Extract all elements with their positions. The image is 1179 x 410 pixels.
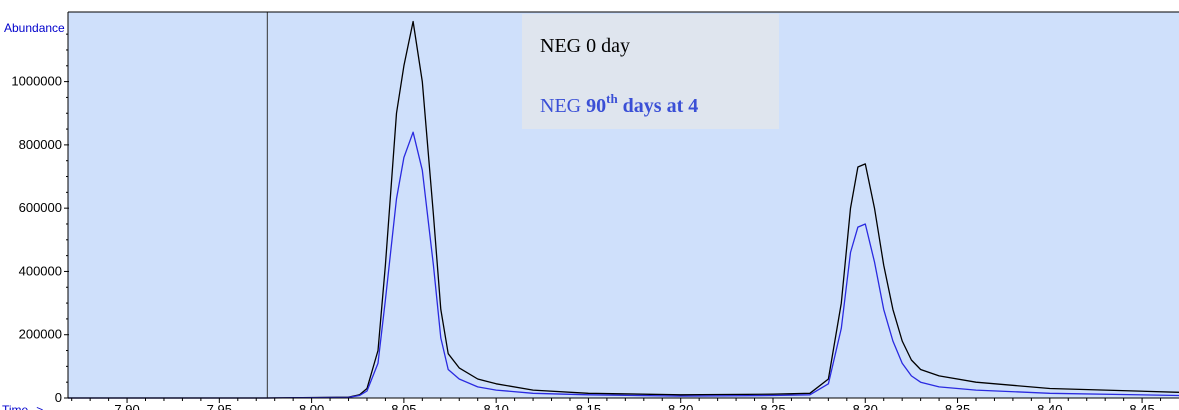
y-tick-label: 1000000 — [11, 74, 62, 89]
x-tick-label: 8.30 — [853, 402, 878, 410]
y-tick-label: 600000 — [19, 200, 62, 215]
x-tick-label: 8.35 — [945, 402, 970, 410]
legend-box — [522, 14, 779, 129]
legend-entry-0: NEG 0 day — [540, 35, 630, 57]
x-tick-label: 8.05 — [391, 402, 416, 410]
legend-entry-1: NEG 90th days at 4 — [540, 91, 698, 117]
y-axis-title: Abundance — [4, 21, 65, 35]
x-tick-label: 8.45 — [1129, 402, 1154, 410]
x-tick-label: 8.00 — [299, 402, 324, 410]
x-tick-label: 8.25 — [760, 402, 785, 410]
series-line-0 — [68, 20, 1179, 399]
y-tick-label: 0 — [55, 390, 62, 405]
series-line-1 — [68, 131, 1179, 399]
y-tick-label: 400000 — [19, 263, 62, 278]
x-axis-title: Time--> — [2, 403, 43, 410]
x-tick-label: 8.40 — [1037, 402, 1062, 410]
x-tick-label: 8.20 — [668, 402, 693, 410]
x-tick-label: 7.90 — [114, 402, 139, 410]
y-tick-label: 200000 — [19, 327, 62, 342]
x-tick-label: 8.15 — [576, 402, 601, 410]
x-tick-label: 7.95 — [207, 402, 232, 410]
x-tick-label: 8.10 — [484, 402, 509, 410]
y-tick-label: 800000 — [19, 137, 62, 152]
